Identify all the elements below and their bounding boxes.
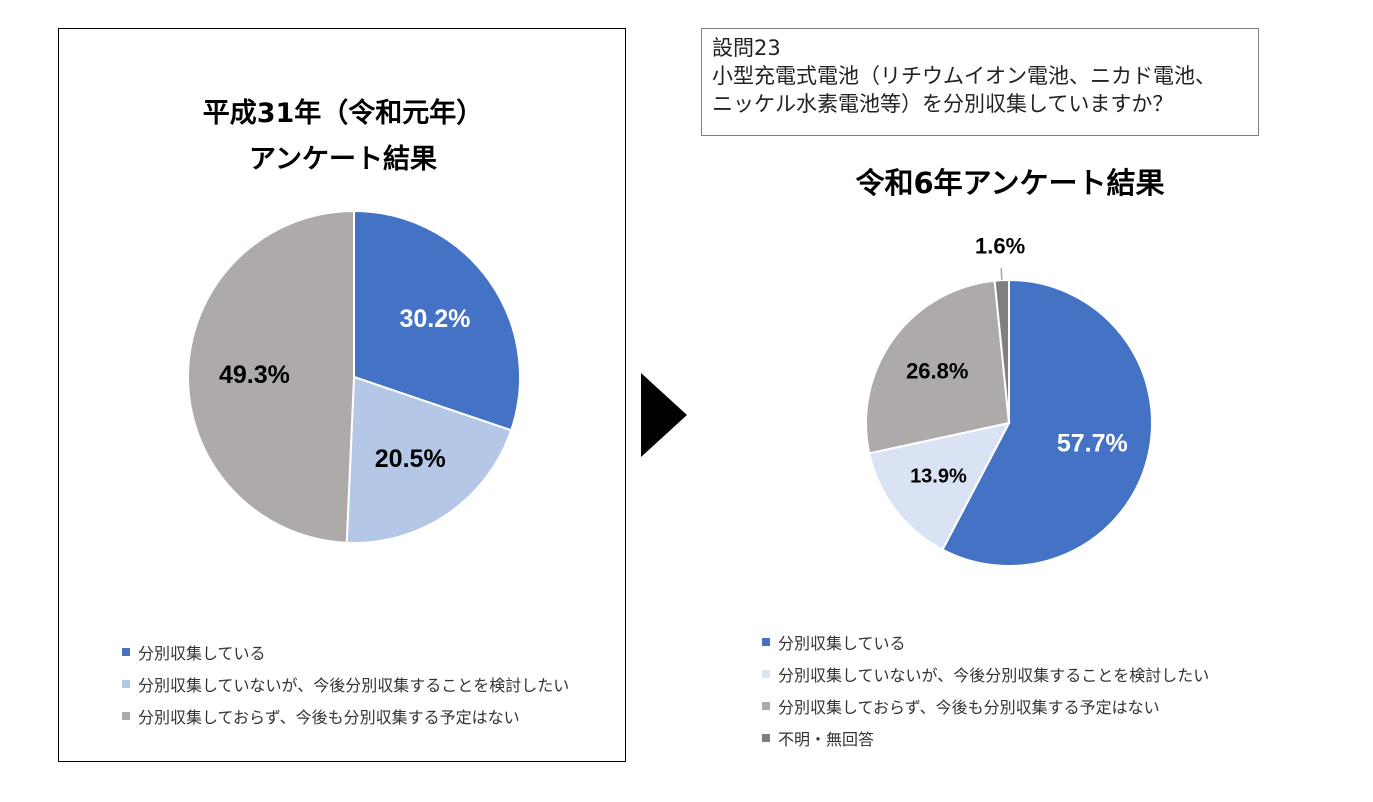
legend-label-3: 分別収集しておらず、今後も分別収集する予定はない: [138, 708, 520, 727]
pie-chart-2019: 30.2% 20.5% 49.3%: [187, 209, 521, 544]
legend-item-3: 分別収集しておらず、今後も分別収集する予定はない: [762, 690, 1209, 722]
pie-slice-2: [868, 421, 1011, 551]
data-label-1: 57.7%: [1057, 430, 1128, 458]
play-triangle-icon: [641, 373, 687, 457]
question-box: 設問23 小型充電式電池（リチウムイオン電池、ニカド電池、 ニッケル水素電池等）…: [701, 28, 1259, 136]
legend-label-4: 不明・無回答: [778, 730, 875, 749]
question-text-line1: 小型充電式電池（リチウムイオン電池、ニカド電池、: [712, 64, 1216, 88]
data-label-3: 49.3%: [219, 361, 290, 389]
chart-title-2019: 平成31年（令和元年） アンケート結果: [59, 91, 627, 183]
legend-item-4: 不明・無回答: [762, 722, 1209, 754]
pie-slice-3: [187, 209, 355, 544]
legend-label-2: 分別収集していないが、今後分別収集することを検討したい: [778, 666, 1210, 685]
data-label-3: 26.8%: [906, 358, 968, 383]
pie-slice-3: [865, 279, 1011, 455]
pie-slice-2: [345, 375, 513, 544]
chart-title-2019-line1: 平成31年（令和元年）: [202, 98, 484, 129]
legend-swatch-2: [762, 670, 770, 678]
legend-swatch-2: [122, 680, 130, 688]
pie-chart-2024: 57.7% 13.9% 26.8% 1.6%: [865, 234, 1153, 567]
legend-label-1: 分別収集している: [778, 634, 906, 653]
leader-line-4: [1000, 268, 1003, 281]
chart-title-2024: 令和6年アンケート結果: [855, 166, 1165, 200]
legend-item-2: 分別収集していないが、今後分別収集することを検討したい: [762, 658, 1209, 690]
question-number: 設問23: [712, 36, 781, 60]
question-text-line2: ニッケル水素電池等）を分別収集していますか？: [712, 92, 1174, 116]
legend-swatch-3: [762, 702, 770, 710]
legend-swatch-1: [762, 638, 770, 646]
data-label-2: 20.5%: [375, 445, 446, 473]
legend-2024: 分別収集している分別収集していないが、今後分別収集することを検討したい 分別収集し…: [762, 626, 1209, 754]
legend-label-2: 分別収集していないが、今後分別収集することを検討したい: [138, 676, 570, 695]
legend-label-3: 分別収集しておらず、今後も分別収集する予定はない: [778, 698, 1160, 717]
chart-title-2019-line2: アンケート結果: [249, 144, 437, 175]
legend-item-1: 分別収集している: [122, 636, 569, 668]
legend-swatch-4: [762, 734, 770, 742]
legend-2019: 分別収集している分別収集していないが、今後分別収集することを検討したい 分別収集し…: [122, 636, 569, 732]
pie-slice-1: [353, 209, 521, 432]
legend-swatch-3: [122, 712, 130, 720]
data-label-4: 1.6%: [975, 234, 1025, 259]
legend-item-1: 分別収集している: [762, 626, 1209, 658]
data-label-2: 13.9%: [910, 466, 967, 488]
legend-swatch-1: [122, 648, 130, 656]
legend-item-3: 分別収集しておらず、今後も分別収集する予定はない: [122, 700, 569, 732]
pie-slice-1: [941, 278, 1153, 567]
legend-label-1: 分別収集している: [138, 644, 266, 663]
data-label-1: 30.2%: [399, 305, 470, 333]
legend-item-2: 分別収集していないが、今後分別収集することを検討したい: [122, 668, 569, 700]
